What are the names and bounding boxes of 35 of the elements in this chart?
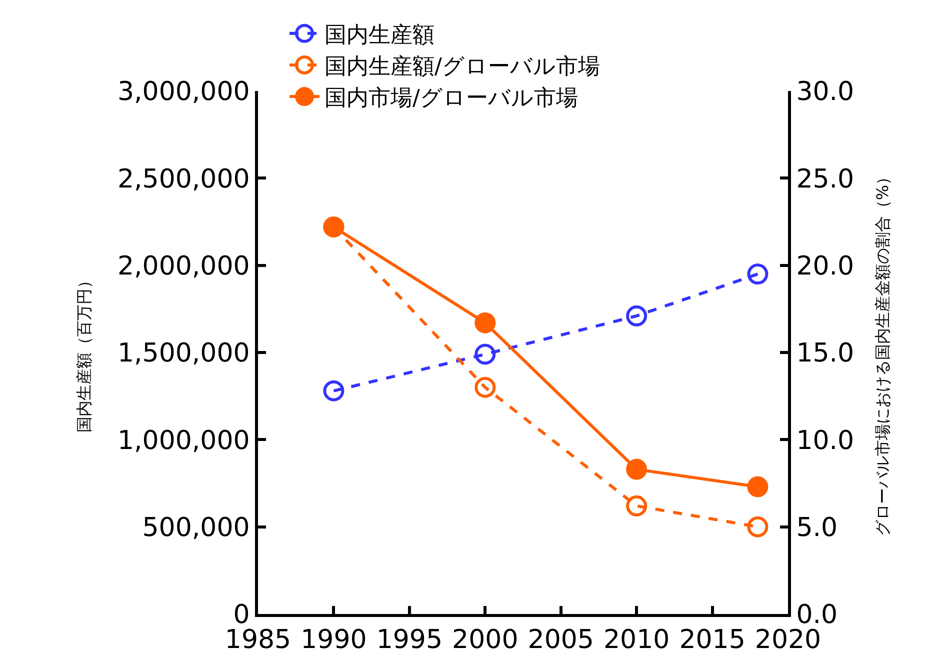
y-tick-label: 1,500,000 (117, 338, 250, 369)
point (747, 516, 768, 538)
y-tick-label: 1,000,000 (117, 426, 250, 456)
y2-tick-label: 20.0 (796, 251, 854, 282)
legend-label: 国内市場/グローバル市場 (324, 86, 578, 112)
point (474, 376, 496, 398)
x-tick-label: 1985 (224, 625, 292, 656)
x-tick-label: 2020 (754, 625, 822, 656)
point (626, 458, 648, 480)
y2-tick-label: 30.0 (796, 77, 854, 108)
y2-tick-label: 15.0 (796, 338, 854, 369)
x-tick-label: 1990 (300, 625, 367, 656)
y2-tick-label: 10.0 (796, 426, 854, 456)
point (474, 312, 496, 334)
y-tick-label: 2,000,000 (117, 251, 250, 282)
point (626, 305, 648, 326)
legend-label: 国内生産額 (324, 22, 434, 48)
x-tick-label: 1995 (376, 625, 443, 656)
point (747, 264, 768, 285)
x-tick-label: 2005 (528, 625, 594, 656)
y2-axis-title: グローバル市場における国内生産金額の割合（%） (872, 168, 892, 536)
y-axis-title: 国内生産額（百万円） (74, 272, 94, 432)
y2-tick-label: 5.0 (796, 512, 838, 543)
point (474, 344, 496, 365)
x-tick-label: 2015 (679, 625, 746, 656)
point (747, 476, 768, 498)
y2-tick-label: 25.0 (796, 164, 854, 194)
y-tick-label: 2,500,000 (117, 164, 250, 194)
point (626, 495, 648, 516)
y-tick-label: 500,000 (142, 512, 250, 543)
point (323, 380, 344, 402)
y-tick-label: 3,000,000 (117, 77, 250, 108)
x-tick-label: 2010 (603, 625, 670, 656)
legend-label: 国内生産額/グローバル市場 (324, 54, 600, 80)
x-tick-label: 2000 (452, 625, 518, 656)
